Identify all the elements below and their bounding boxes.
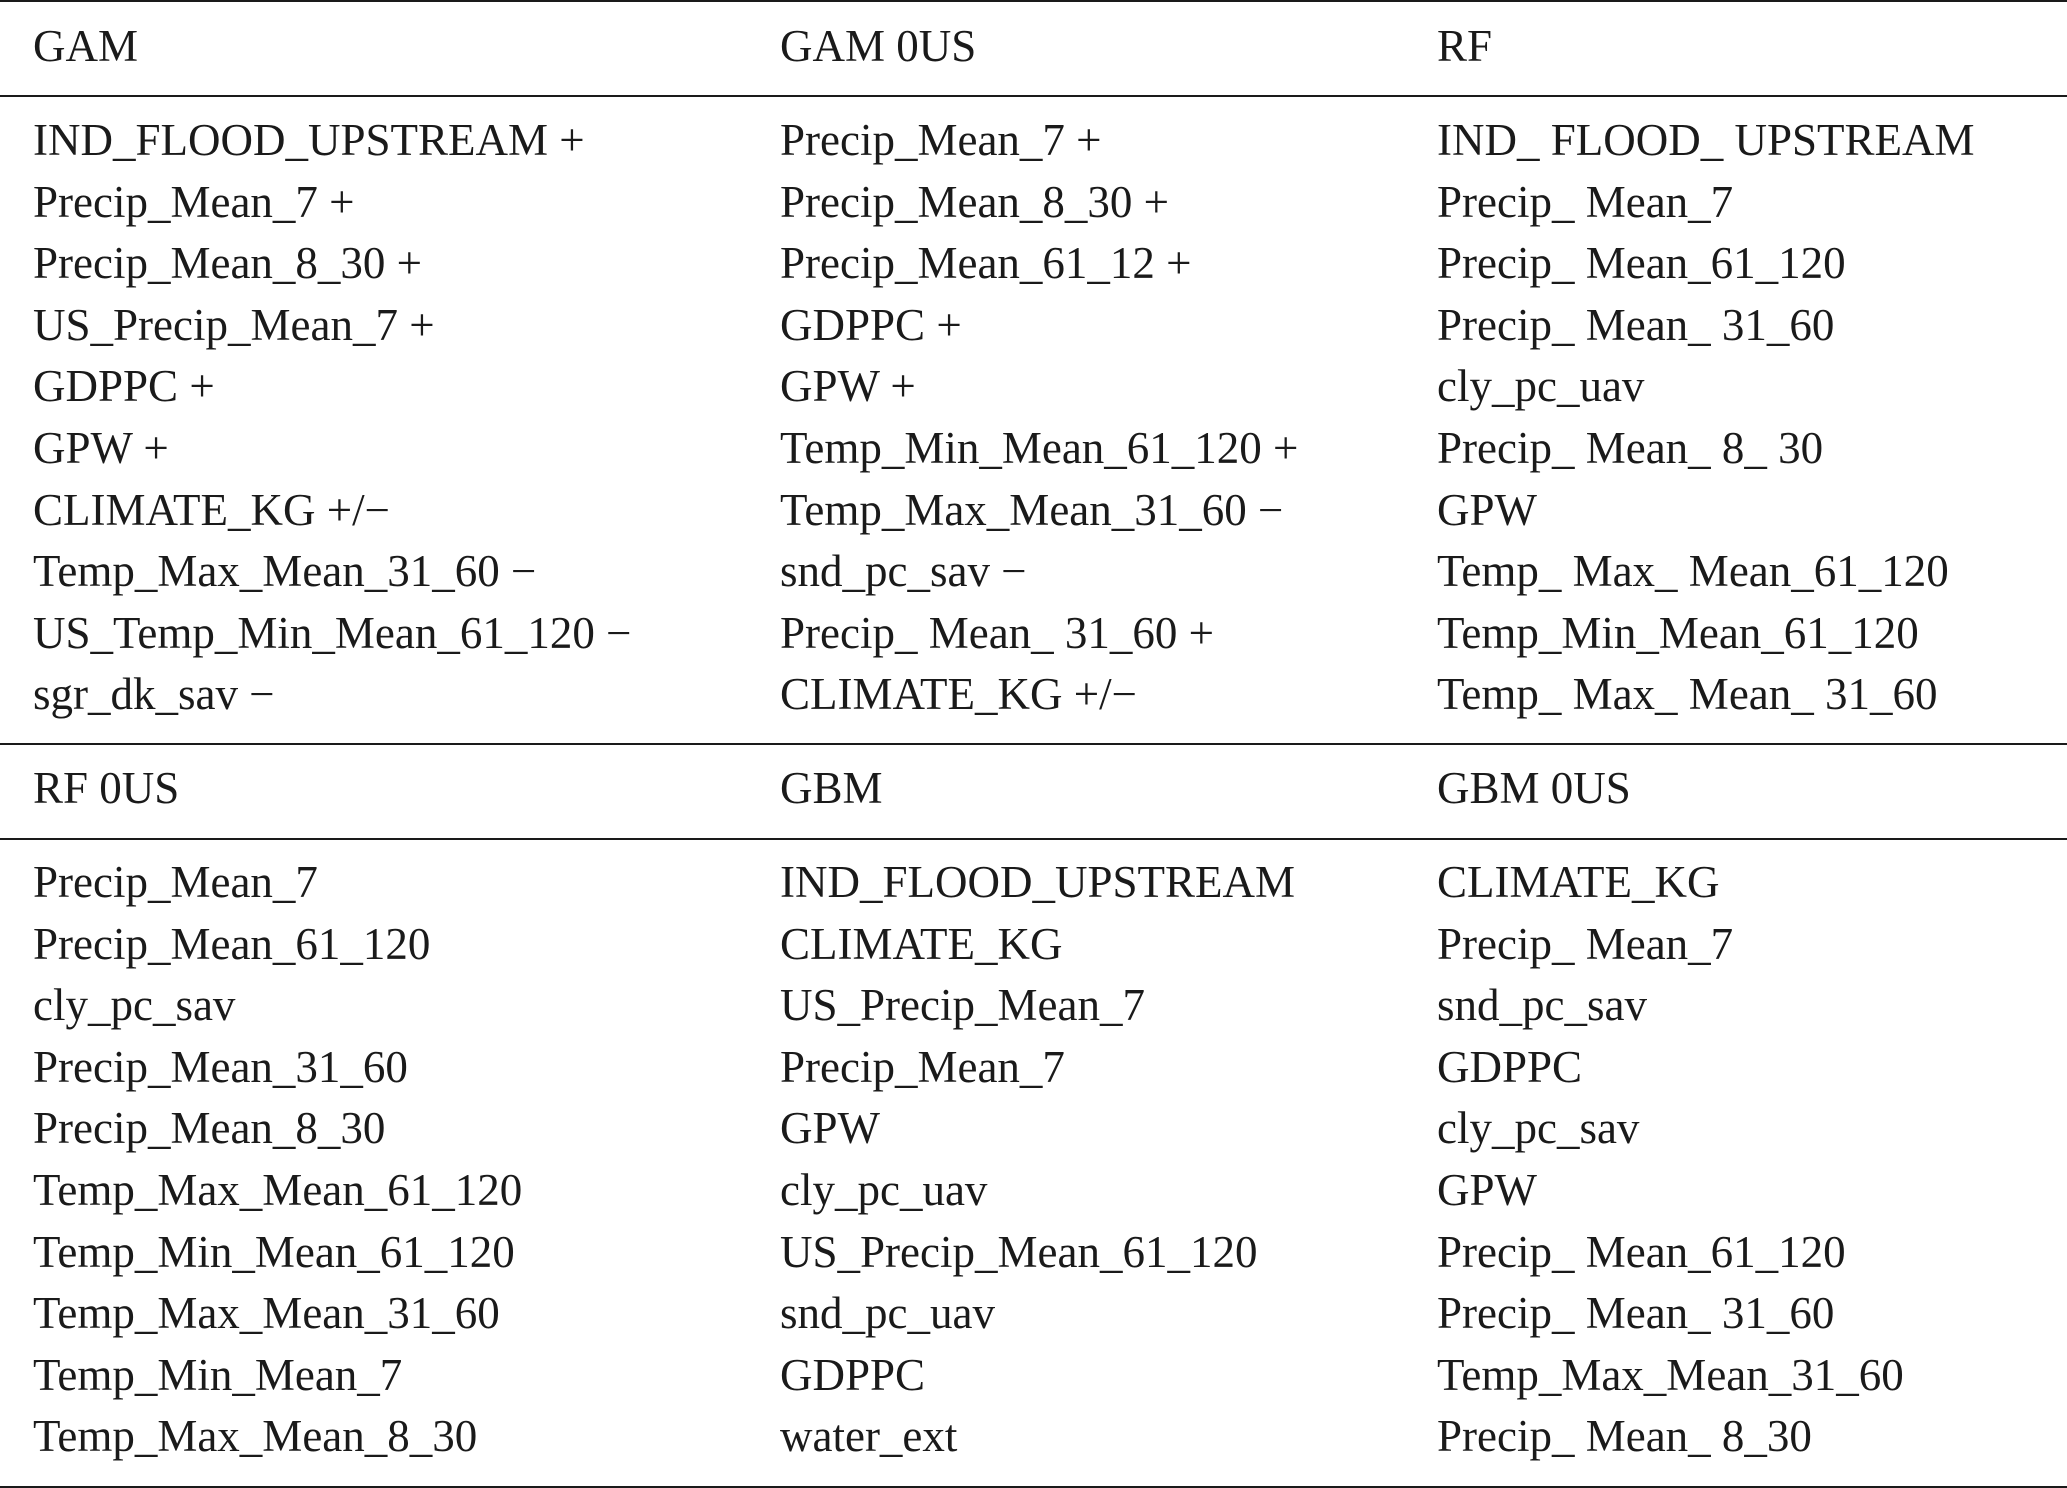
variable-cell: cly_pc_uav (780, 1165, 988, 1215)
variable-cell: Precip_ Mean_7 (1437, 918, 1734, 969)
variable-cell: Precip_ Mean_ 31_60 + (780, 607, 1215, 658)
variable-cell: cly_pc_uav (1437, 361, 1645, 412)
variable-cell: Precip_Mean_61_120 (33, 918, 431, 969)
variable-cell: Precip_Mean_8_30 + (780, 176, 1170, 227)
variable-cell: Temp_Max_Mean_31_60 − (33, 546, 537, 597)
column-header: GBM 0US (1437, 763, 1631, 813)
variable-cell: Temp_Max_Mean_8_30 (33, 1411, 478, 1462)
variable-cell: Precip_Mean_31_60 (33, 1041, 408, 1092)
variable-cell: Temp_Min_Mean_61_120 + (780, 423, 1299, 473)
variable-cell: US_Precip_Mean_7 + (33, 299, 435, 350)
variable-cell: Temp_ Max_ Mean_ 31_60 (1437, 669, 1938, 720)
column-header: RF 0US (33, 763, 180, 813)
variable-cell: CLIMATE_KG (1437, 857, 1720, 907)
variable-cell: GPW (1437, 1165, 1537, 1215)
section-rule (0, 743, 2067, 745)
variable-cell: CLIMATE_KG +/− (33, 484, 390, 535)
variable-cell: Temp_Max_Mean_31_60 (33, 1288, 500, 1339)
variable-cell: IND_ FLOOD_ UPSTREAM (1437, 115, 1975, 165)
variable-cell: GDPPC (780, 1349, 926, 1400)
column-header: GAM 0US (780, 21, 977, 71)
variable-cell: Precip_ Mean_ 8_30 (1437, 1411, 1812, 1462)
variable-cell: Temp_Max_Mean_31_60 − (780, 484, 1284, 535)
variable-cell: Precip_Mean_7 + (33, 176, 355, 227)
variable-cell: Precip_ Mean_ 31_60 (1437, 1288, 1835, 1339)
variable-cell: Precip_Mean_8_30 + (33, 238, 423, 289)
variable-cell: Precip_Mean_61_12 + (780, 238, 1192, 289)
variable-cell: GPW + (33, 423, 169, 473)
variable-cell: Precip_Mean_7 (33, 857, 318, 907)
variable-cell: GPW + (780, 361, 916, 412)
variable-cell: snd_pc_uav (780, 1288, 995, 1339)
variable-cell: IND_FLOOD_UPSTREAM + (33, 115, 585, 165)
variable-cell: snd_pc_sav (1437, 980, 1647, 1031)
variable-cell: GDPPC + (33, 361, 215, 412)
variable-cell: GDPPC (1437, 1041, 1583, 1092)
variable-cell: Precip_ Mean_7 (1437, 176, 1734, 227)
column-header: GAM (33, 21, 139, 71)
variable-cell: CLIMATE_KG +/− (780, 669, 1137, 720)
header-rule (0, 838, 2067, 840)
variable-cell: Precip_ Mean_ 31_60 (1437, 299, 1835, 350)
bottom-rule (0, 1486, 2067, 1488)
variable-cell: Temp_Min_Mean_7 (33, 1349, 403, 1400)
variable-cell: sgr_dk_sav − (33, 669, 275, 720)
variable-cell: US_Temp_Min_Mean_61_120 − (33, 607, 632, 658)
variable-cell: Temp_Max_Mean_61_120 (33, 1165, 523, 1215)
variable-cell: US_Precip_Mean_61_120 (780, 1226, 1258, 1277)
variable-cell: cly_pc_sav (33, 980, 236, 1031)
header-rule (0, 95, 2067, 97)
column-header: GBM (780, 763, 883, 813)
variable-cell: IND_FLOOD_UPSTREAM (780, 857, 1296, 907)
variable-cell: GPW (1437, 484, 1537, 535)
variable-cell: Precip_Mean_7 + (780, 115, 1102, 165)
variable-cell: Temp_ Max_ Mean_61_120 (1437, 546, 1949, 597)
variable-cell: GPW (780, 1103, 880, 1154)
variable-cell: GDPPC + (780, 299, 962, 350)
column-header: RF (1437, 21, 1493, 71)
variable-cell: snd_pc_sav − (780, 546, 1027, 597)
variable-cell: Temp_Max_Mean_31_60 (1437, 1349, 1904, 1400)
variable-cell: Precip_Mean_8_30 (33, 1103, 386, 1154)
variable-cell: CLIMATE_KG (780, 918, 1063, 969)
variable-cell: Precip_Mean_7 (780, 1041, 1065, 1092)
variable-cell: Precip_ Mean_61_120 (1437, 238, 1846, 289)
variable-cell: Precip_ Mean_61_120 (1437, 1226, 1846, 1277)
variable-cell: cly_pc_sav (1437, 1103, 1640, 1154)
variable-cell: US_Precip_Mean_7 (780, 980, 1145, 1031)
variable-cell: water_ext (780, 1411, 958, 1462)
variable-cell: Temp_Min_Mean_61_120 (1437, 607, 1919, 658)
variable-cell: Precip_ Mean_ 8_ 30 (1437, 423, 1824, 473)
variable-cell: Temp_Min_Mean_61_120 (33, 1226, 515, 1277)
top-rule (0, 0, 2067, 2)
